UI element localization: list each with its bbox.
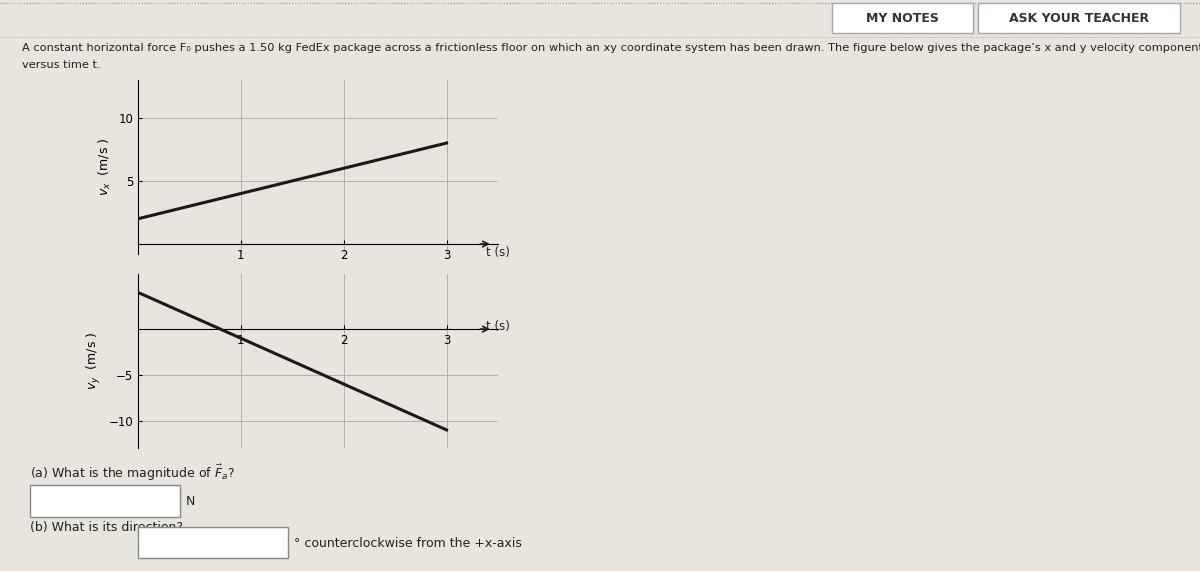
Y-axis label: $v_x$  (m/s ): $v_x$ (m/s ) <box>97 138 113 196</box>
Y-axis label: $v_y$  (m/s ): $v_y$ (m/s ) <box>85 332 103 391</box>
Text: N: N <box>186 495 196 508</box>
Text: ASK YOUR TEACHER: ASK YOUR TEACHER <box>1009 12 1148 25</box>
Text: t (s): t (s) <box>486 246 510 259</box>
Text: t (s): t (s) <box>486 320 510 333</box>
Text: A constant horizontal force F₀ pushes a 1.50 kg FedEx package across a frictionl: A constant horizontal force F₀ pushes a … <box>22 43 1200 53</box>
Text: (b) What is its direction?: (b) What is its direction? <box>30 521 182 534</box>
Text: MY NOTES: MY NOTES <box>866 12 938 25</box>
Text: (a) What is the magnitude of $\vec{F}_a$?: (a) What is the magnitude of $\vec{F}_a$… <box>30 463 235 482</box>
Text: versus time t.: versus time t. <box>22 60 101 70</box>
Text: ° counterclockwise from the +x-axis: ° counterclockwise from the +x-axis <box>294 537 522 549</box>
